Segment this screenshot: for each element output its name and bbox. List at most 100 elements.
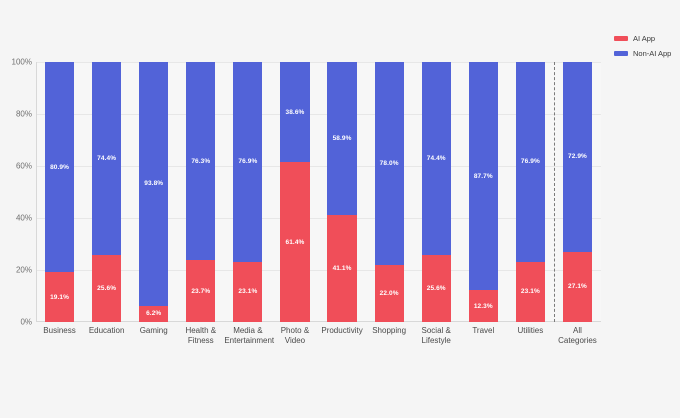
y-axis-tick-label: 60% [15,161,32,171]
x-axis-tick-line: Business [43,326,76,335]
bar-value-label: 25.6% [426,285,446,293]
bar-segment-non-ai-app[interactable]: 78.0% [374,62,404,265]
bar-segment-non-ai-app[interactable]: 87.7% [468,62,498,291]
x-axis-tick-label: Productivity [319,326,366,336]
x-axis-tick-line: Lifestyle [421,336,451,345]
bar-group[interactable]: 76.9% 23.1% [515,62,545,322]
x-axis-tick-label: Utilities [507,326,554,336]
bar-segment-ai-app[interactable]: 27.1% [562,251,593,322]
x-axis-tick-label: Business [36,326,83,336]
bar-segment-ai-app[interactable]: 41.1% [327,215,357,322]
gridline [37,270,601,271]
bar-value-label: 58.9% [332,135,352,143]
y-axis-tick-label: 0% [20,317,32,327]
x-axis-tick-line: Gaming [139,326,168,335]
legend-label: AI App [633,34,656,43]
bar-segment-ai-app[interactable]: 61.4% [280,162,310,322]
bar-group[interactable]: 80.9% 19.1% [44,62,75,322]
chart-legend: AI App Non-AI App [614,34,678,64]
x-axis-tick-label: Travel [460,326,507,336]
legend-item[interactable]: Non-AI App [614,49,678,58]
x-axis-tick-line: Video [284,336,306,345]
gridline [37,114,601,115]
y-axis-tick-label: 40% [15,213,32,223]
x-axis-tick-line: Shopping [372,326,407,335]
bar-value-label: 74.4% [97,155,117,163]
x-axis-tick-line: Fitness [187,336,214,345]
x-axis-tick-label: Photo & Video [271,326,318,346]
bar-value-label: 76.3% [191,157,211,165]
x-axis-tick-line: Social & [421,326,451,335]
bar-group[interactable]: 76.9% 23.1% [233,62,263,322]
bar-segment-non-ai-app[interactable]: 58.9% [327,62,357,216]
legend-item[interactable]: AI App [614,34,678,43]
bar-value-label: 74.4% [426,155,446,163]
bar-value-label: 23.1% [238,288,258,296]
bar-segment-ai-app[interactable]: 22.0% [374,264,404,322]
bar-value-label: 76.9% [238,158,258,166]
bar-value-label: 76.9% [520,158,540,166]
x-axis-tick-line: Media & [233,326,263,335]
bar-value-label: 93.8% [144,180,164,188]
legend-label: Non-AI App [633,49,672,58]
gridline [37,218,601,219]
y-axis-tick-label: 80% [15,109,32,119]
bar-segment-non-ai-app[interactable]: 74.4% [421,62,451,256]
bar-value-label: 41.1% [332,265,352,273]
bar-group[interactable]: 72.9% 27.1% [562,62,593,322]
bar-value-label: 38.6% [285,108,305,116]
bar-value-label: 23.7% [191,287,211,295]
x-axis-tick-label: All Categories [554,326,601,346]
bar-value-label: 61.4% [285,238,305,246]
bar-group[interactable]: 78.0% 22.0% [374,62,404,322]
x-axis-tick-label: Social & Lifestyle [413,326,460,346]
bar-segment-ai-app[interactable]: 6.2% [139,305,169,322]
gridline [37,62,601,63]
bar-segment-non-ai-app[interactable]: 74.4% [92,62,122,256]
bar-segment-ai-app[interactable]: 19.1% [44,272,75,322]
bar-segment-ai-app[interactable]: 25.6% [92,255,122,322]
bar-value-label: 87.7% [473,172,493,180]
bar-value-label: 27.1% [567,283,587,291]
plot-area [36,62,601,322]
bar-group[interactable]: 93.8% 6.2% [139,62,169,322]
bar-value-label: 72.9% [567,153,587,161]
gridline [37,166,601,167]
bar-group[interactable]: 38.6% 61.4% [280,62,310,322]
bar-group[interactable]: 58.9% 41.1% [327,62,357,322]
x-axis-tick-line: Entertainment [224,336,275,345]
x-axis-tick-label: Health & Fitness [177,326,224,346]
y-axis: 0% 20% 40% 60% 80% 100% [0,58,32,327]
bar-group[interactable]: 74.4% 25.6% [92,62,122,322]
bar-value-label: 22.0% [379,289,399,297]
bar-segment-non-ai-app[interactable]: 80.9% [44,62,75,273]
bar-segment-non-ai-app[interactable]: 38.6% [280,62,310,163]
x-axis-tick-label: Media & Entertainment [224,326,275,346]
bar-segment-ai-app[interactable]: 23.1% [233,261,263,322]
y-axis-tick-label: 100% [11,57,32,67]
bar-segment-non-ai-app[interactable]: 76.9% [515,62,545,262]
bars-layer: 80.9% 19.1% 74.4% 25.6% 93.8% 6.2% 76.3% 23.7% 7… [36,62,601,322]
bar-value-label: 25.6% [97,285,117,293]
x-axis-tick-label: Education [83,326,130,336]
bar-segment-ai-app[interactable]: 12.3% [468,290,498,322]
x-axis-tick-line: All [573,326,582,335]
x-axis-tick-line: Productivity [321,326,363,335]
bar-segment-ai-app[interactable]: 23.7% [186,260,216,322]
bar-group[interactable]: 76.3% 23.7% [186,62,216,322]
bar-segment-ai-app[interactable]: 23.1% [515,261,545,322]
bar-segment-non-ai-app[interactable]: 76.9% [233,62,263,262]
bar-group[interactable]: 74.4% 25.6% [421,62,451,322]
bar-segment-non-ai-app[interactable]: 76.3% [186,62,216,261]
x-axis-tick-line: Categories [558,336,597,345]
bar-segment-non-ai-app[interactable]: 72.9% [562,62,593,252]
bar-value-label: 19.1% [50,293,69,301]
x-axis-tick-label: Shopping [366,326,413,336]
bar-segment-non-ai-app[interactable]: 93.8% [139,62,169,306]
x-axis-tick-label: Gaming [130,326,177,336]
category-divider-line [553,62,555,322]
bar-value-label: 23.1% [520,288,540,296]
bar-segment-ai-app[interactable]: 25.6% [421,255,451,322]
bar-group[interactable]: 87.7% 12.3% [468,62,498,322]
